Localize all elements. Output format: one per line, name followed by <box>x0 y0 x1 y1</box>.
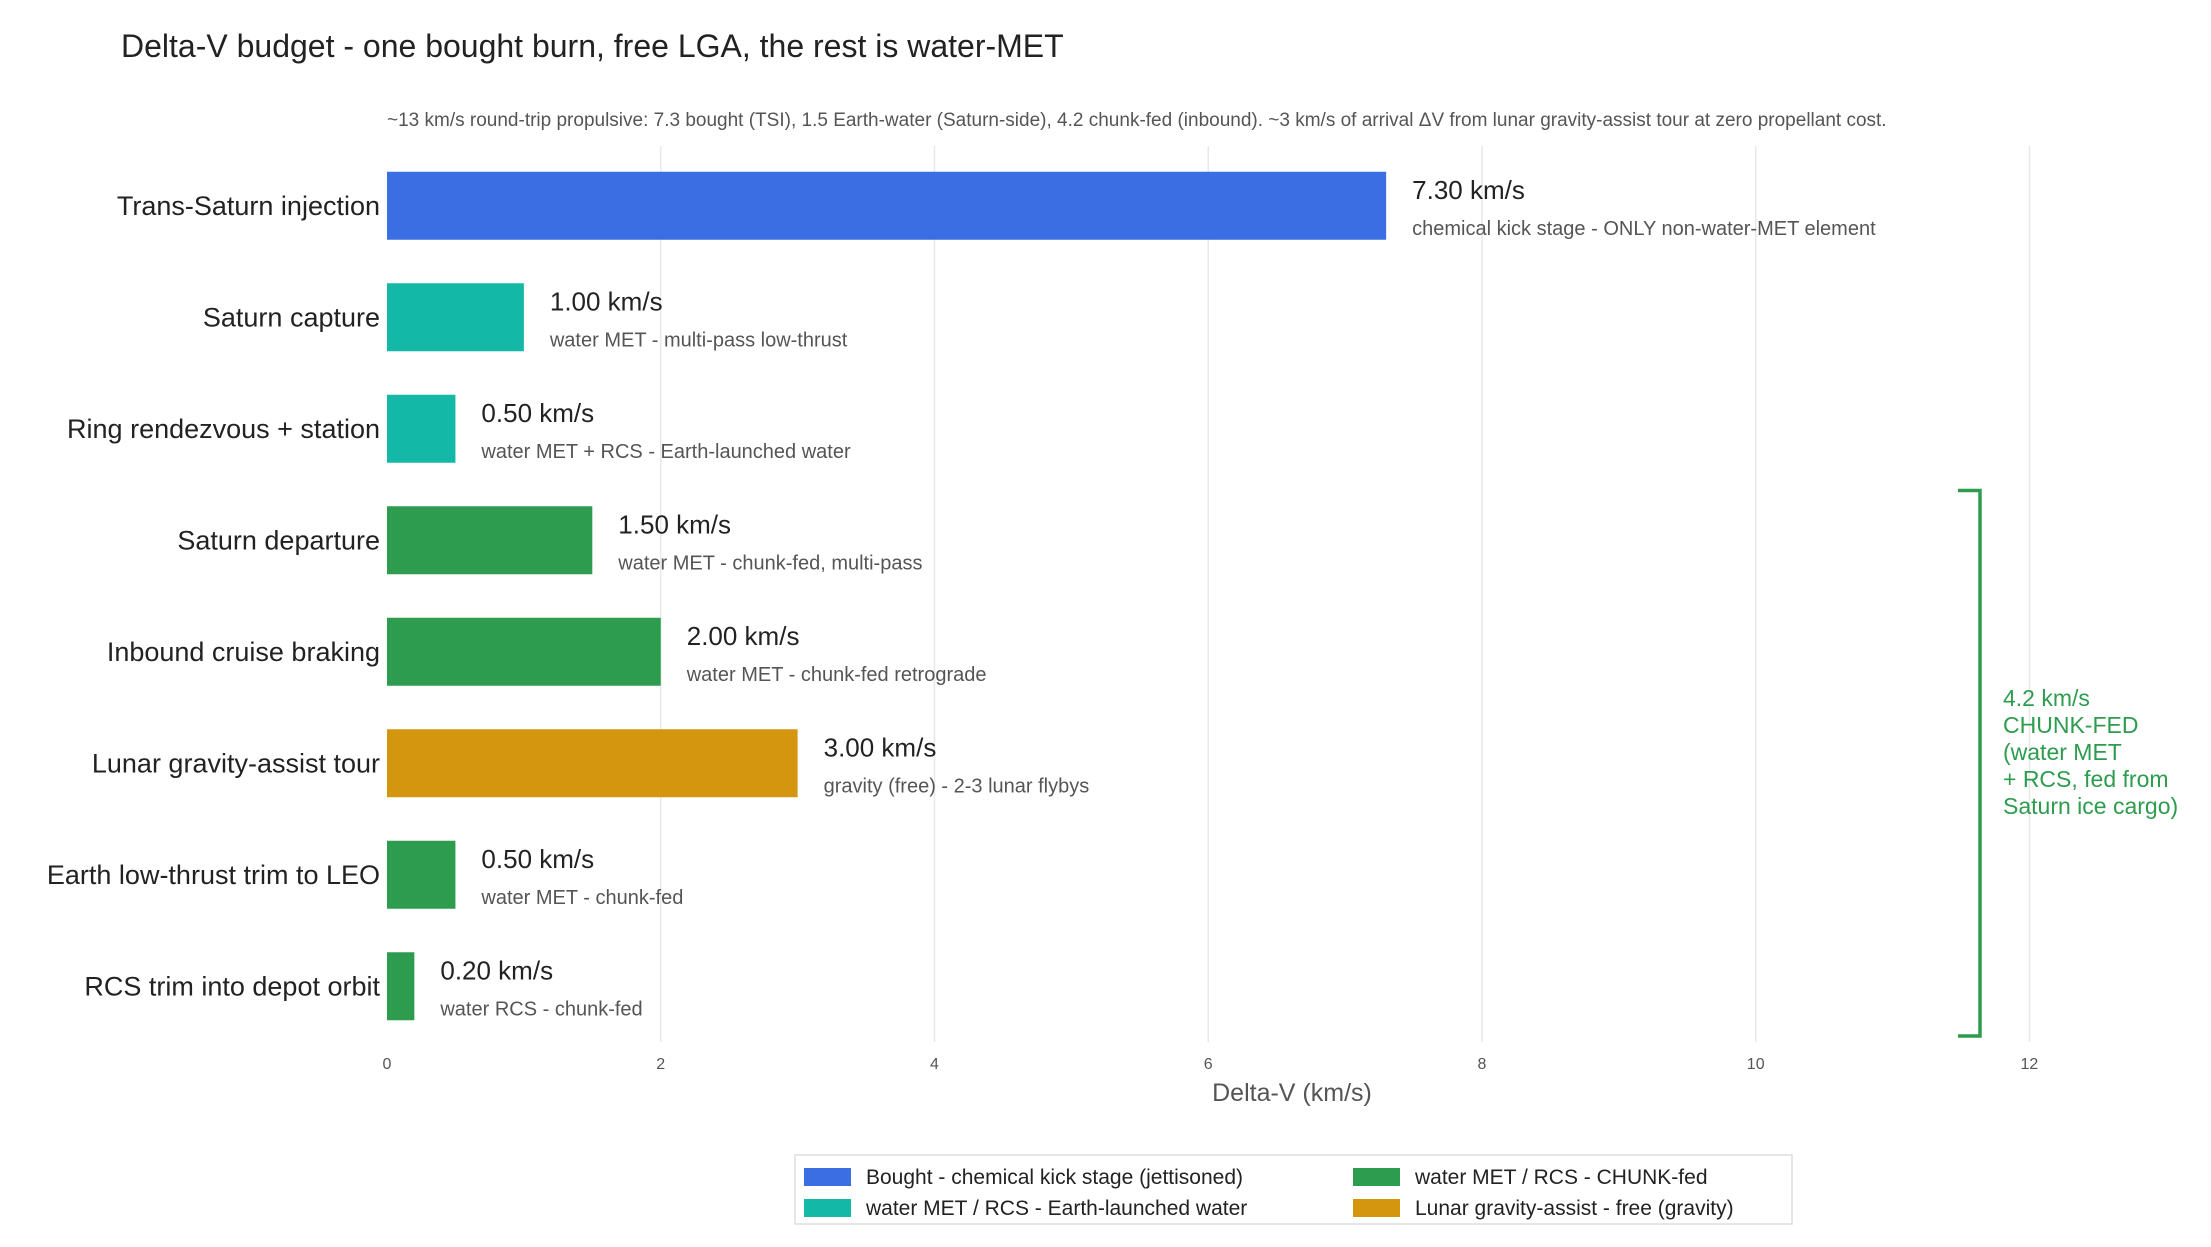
bar-group: RCS trim into depot orbit 0.20 km/s water … <box>84 952 643 1021</box>
x-axis: 0 2 4 6 8 10 12 <box>383 1056 2039 1073</box>
bar <box>387 283 524 352</box>
bar <box>387 729 798 798</box>
bar-group: Trans-Saturn injection 7.30 km/s chemical … <box>117 171 1876 240</box>
bar <box>387 617 661 686</box>
bar-note: water MET - chunk-fed <box>480 887 683 909</box>
value-label: 0.20 km/s <box>440 955 553 985</box>
value-label: 0.50 km/s <box>481 844 594 874</box>
bars: Trans-Saturn injection 7.30 km/s chemical … <box>47 171 1876 1021</box>
value-label: 0.50 km/s <box>481 398 594 428</box>
value-label: 2.00 km/s <box>687 621 800 651</box>
bar-note: water MET - chunk-fed retrograde <box>686 664 987 686</box>
bar-group: Earth low-thrust trim to LEO 0.50 km/s wat… <box>47 840 683 909</box>
category-label: Lunar gravity-assist tour <box>92 748 380 778</box>
bar-note: water RCS - chunk-fed <box>439 998 642 1020</box>
bar <box>387 394 456 463</box>
x-tick-label: 0 <box>383 1056 392 1073</box>
bracket-label: Saturn ice cargo) <box>2003 793 2178 819</box>
value-label: 7.30 km/s <box>1412 175 1525 205</box>
x-axis-label: Delta-V (km/s) <box>1212 1079 1372 1107</box>
x-tick-label: 2 <box>656 1056 665 1073</box>
legend-swatch <box>804 1168 851 1186</box>
category-label: Saturn capture <box>203 302 380 332</box>
legend: Bought - chemical kick stage (jettisoned… <box>794 1154 1793 1225</box>
bracket-label: 4.2 km/s <box>2003 685 2090 711</box>
bar <box>387 952 415 1021</box>
category-label: Trans-Saturn injection <box>117 191 380 221</box>
category-label: Ring rendezvous + station <box>67 414 380 444</box>
legend-swatch <box>804 1199 851 1217</box>
legend-label: water MET / RCS - Earth-launched water <box>865 1197 1247 1220</box>
bar-group: Saturn departure 1.50 km/s water MET - chu… <box>177 506 922 575</box>
category-label: Saturn departure <box>177 525 380 555</box>
category-label: RCS trim into depot orbit <box>84 971 380 1001</box>
legend-box <box>794 1154 1793 1225</box>
legend-label: water MET / RCS - CHUNK-fed <box>1414 1166 1708 1189</box>
legend-label: Bought - chemical kick stage (jettisoned… <box>866 1166 1243 1189</box>
value-label: 1.50 km/s <box>618 509 731 539</box>
bracket-line <box>1958 488 1982 1038</box>
x-tick-label: 10 <box>1747 1056 1765 1073</box>
bar-note: water MET + RCS - Earth-launched water <box>480 441 851 463</box>
legend-swatch <box>1353 1199 1400 1217</box>
bracket-label: + RCS, fed from <box>2003 766 2169 792</box>
chart-subtitle: ~13 km/s round-trip propulsive: 7.3 boug… <box>387 110 1887 131</box>
bar-note: chemical kick stage - ONLY non-water-MET… <box>1412 218 1876 240</box>
bar-group: Ring rendezvous + station 0.50 km/s water … <box>67 394 851 463</box>
legend-label: Lunar gravity-assist - free (gravity) <box>1415 1197 1734 1220</box>
category-label: Earth low-thrust trim to LEO <box>47 860 380 890</box>
bar-note: water MET - chunk-fed, multi-pass <box>617 552 922 574</box>
bar <box>387 171 1387 240</box>
bar-note: water MET - multi-pass low-thrust <box>549 329 848 351</box>
bar-group: Saturn capture 1.00 km/s water MET - multi… <box>203 283 848 352</box>
x-tick-label: 4 <box>930 1056 939 1073</box>
x-tick-label: 6 <box>1204 1056 1213 1073</box>
x-tick-label: 12 <box>2021 1056 2039 1073</box>
value-label: 1.00 km/s <box>550 286 663 316</box>
gridlines <box>659 146 2031 1042</box>
legend-swatch <box>1353 1168 1400 1186</box>
bar <box>387 506 593 575</box>
bar-group: Inbound cruise braking 2.00 km/s water MET… <box>107 617 987 686</box>
bar-group: Lunar gravity-assist tour 3.00 km/s gravit… <box>92 729 1090 798</box>
category-label: Inbound cruise braking <box>107 637 380 667</box>
value-label: 3.00 km/s <box>824 732 937 762</box>
bar <box>387 840 456 909</box>
x-tick-label: 8 <box>1478 1056 1487 1073</box>
bracket-label: (water MET <box>2003 739 2122 765</box>
chart-title: Delta-V budget - one bought burn, free L… <box>121 28 1064 64</box>
bar-note: gravity (free) - 2-3 lunar flybys <box>824 775 1090 797</box>
bracket-label: CHUNK-FED <box>2003 712 2138 738</box>
